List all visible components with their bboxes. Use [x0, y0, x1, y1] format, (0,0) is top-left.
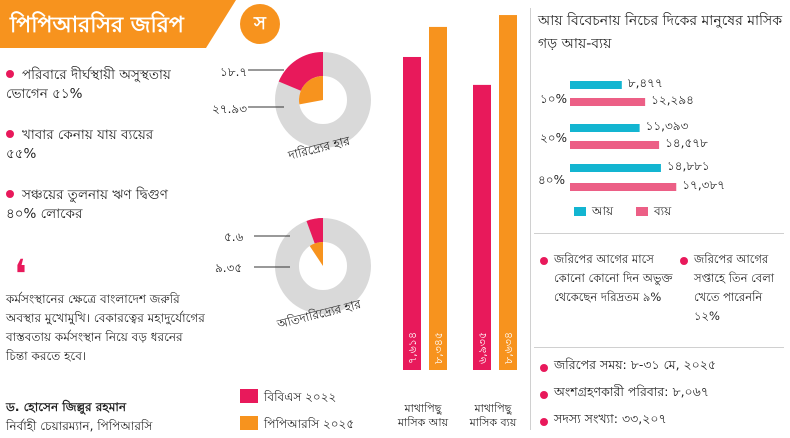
bullet-icon: [540, 391, 548, 399]
stat-text: জরিপের আগের মাসে কোনো কোনো দিন অভুক্ত থে…: [554, 252, 673, 304]
income-chart-title: আয় বিবেচনায় নিচের দিকের মানুষের মাসিক …: [538, 13, 783, 52]
bullet-icon: [680, 257, 688, 265]
data-label: ১২,২৯৪: [651, 93, 694, 107]
data-label: ৮,৪৭৭: [627, 76, 663, 90]
bar: [403, 56, 421, 370]
bar-value-label: ৮,৩৪৫: [432, 332, 445, 364]
data-label: ১৪,৮৮১: [666, 159, 710, 173]
legend-swatch-bbs: [240, 389, 258, 403]
bar: [570, 81, 622, 89]
stat-text: জরিপের আগের সপ্তাহে তিন বেলা খেতে পারেনন…: [694, 252, 775, 323]
data-label: ২৭.৯৩: [212, 102, 248, 116]
bar-value-label: ৮,৬৩৪: [502, 332, 515, 364]
survey-period: জরিপের সময়: ৮-৩১ মে, ২০২৫: [554, 357, 717, 372]
legend-label: বিবিএস ২০২২: [264, 390, 337, 404]
legend-label: ব্যয়: [654, 204, 672, 218]
fact-text: পরিবারে দীর্ঘস্থায়ী অসুস্থতায় ভোগেন ৫১…: [6, 67, 171, 102]
data-label: ৯.৩৫: [215, 261, 243, 275]
category-label: ১০%: [540, 92, 567, 106]
bar: [429, 26, 447, 370]
bar: [473, 84, 491, 370]
legend-swatch-expense: [636, 207, 648, 216]
author-name: ড. হোসেন জিল্লুর রহমান: [6, 400, 127, 414]
data-label: ১১,৩৯৩: [645, 119, 689, 133]
leader-lines: [248, 69, 284, 108]
quote-icon: ❛: [14, 252, 27, 298]
bullet-icon: [540, 418, 548, 426]
donut-slice-bbs: [306, 218, 323, 244]
bar: [570, 141, 660, 149]
author-role: নির্বাহী চেয়ারম্যান, পিপিআরসি: [6, 419, 153, 433]
participant-households: অংশগ্রহণকারী পরিবার: ৮,০৬৭: [554, 384, 709, 399]
page-title: পিপিআরসির জরিপ: [10, 13, 184, 38]
divider: [534, 347, 784, 348]
legend-swatch-income: [574, 207, 586, 216]
extreme-poverty-donut-chart: অতিদারিদ্র্যের হার: [275, 218, 371, 332]
fact-text: সঞ্চয়ের তুলনায় ঋণ দ্বিগুণ ৪০% লোকের: [6, 187, 168, 222]
bullet-icon: [540, 364, 548, 372]
category-label: ৪০%: [538, 173, 565, 187]
data-label: ১৮.৭: [220, 65, 248, 79]
quote-text: কর্মসংস্থানের ক্ষেত্রে বাংলাদেশ জরুরি অব…: [6, 292, 205, 363]
vertical-bar-chart: ৭,৬১৪ ৮,৩৪৫ ৬,৯৩৫ ৮,৬৩৪: [403, 15, 517, 370]
legend-label: পিপিআরসি ২০২৫: [264, 417, 355, 431]
member-count: সদস্য সংখ্যা: ৩৩,২০৭: [554, 411, 667, 426]
fact-item: সঞ্চয়ের তুলনায় ঋণ দ্বিগুণ ৪০% লোকের: [6, 186, 171, 224]
divider: [530, 8, 531, 430]
bar: [570, 98, 646, 106]
bar: [499, 15, 517, 370]
poverty-donut-chart: দারিদ্র্যের হার: [275, 52, 371, 163]
donut-slice-bbs: [278, 52, 323, 91]
bullet-icon: [6, 70, 14, 78]
fact-item: পরিবারে দীর্ঘস্থায়ী অসুস্থতায় ভোগেন ৫১…: [6, 66, 171, 104]
logo: স: [240, 4, 280, 44]
fact-text: খাবার কেনায় যায় ব্যয়ের ৫৫%: [6, 127, 154, 162]
legend-swatch-pprc: [240, 416, 258, 430]
data-label: ১৪,৫৭৮: [665, 136, 708, 150]
leader-lines: [254, 235, 290, 268]
bar-value-label: ৬,৯৩৫: [476, 332, 489, 364]
title-banner: [0, 0, 236, 48]
divider: [534, 233, 784, 234]
horizontal-bar-chart: [570, 81, 677, 191]
donut-slice-pprc: [299, 76, 323, 105]
bullet-icon: [6, 190, 14, 198]
data-label: ৫.৬: [224, 230, 244, 244]
fact-item: খাবার কেনায় যায় ব্যয়ের ৫৫%: [6, 126, 171, 164]
bar: [570, 183, 677, 191]
legend-label: আয়: [592, 204, 614, 218]
data-label: ১৭,৩৮৭: [682, 178, 726, 192]
bullet-icon: [540, 257, 548, 265]
donut-slice-pprc: [309, 242, 323, 266]
bar-value-label: ৭,৬১৪: [406, 332, 419, 364]
bar: [570, 124, 640, 132]
category-label: ২০%: [540, 131, 568, 145]
bar: [570, 164, 661, 172]
category-label: মাথাপিছু মাসিক আয়: [397, 402, 449, 429]
category-label: মাথাপিছু মাসিক ব্যয়: [469, 402, 517, 429]
bullet-icon: [6, 130, 14, 138]
